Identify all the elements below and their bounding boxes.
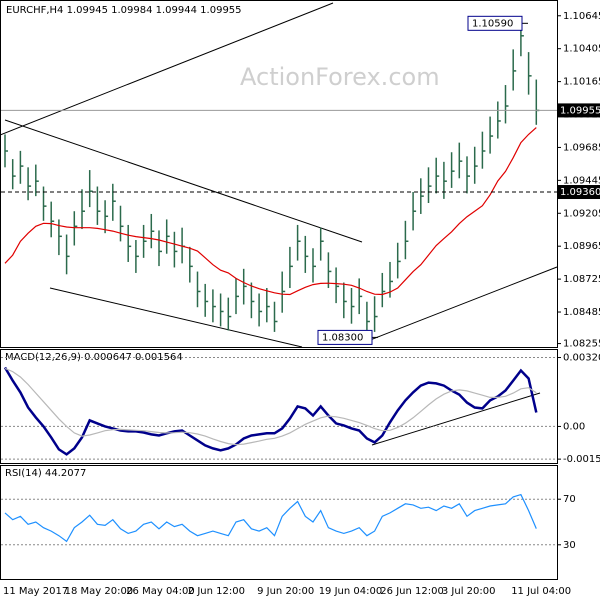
x-tick-label: 26 May 04:00 bbox=[126, 586, 195, 597]
x-tick-label: 3 Jul 20:00 bbox=[442, 586, 496, 597]
low-marker-box bbox=[317, 329, 373, 345]
y-tick-label: 1.09445 bbox=[563, 175, 600, 186]
high-marker-label: 1.10590 bbox=[472, 18, 513, 29]
trend-line bbox=[364, 266, 558, 343]
y-tick-label: 0.00 bbox=[563, 421, 585, 432]
y-tick-label: 1.08255 bbox=[563, 339, 600, 350]
price-header: EURCHF,H4 1.09945 1.09984 1.09944 1.0995… bbox=[6, 5, 242, 16]
y-tick-label: 1.09205 bbox=[563, 208, 600, 219]
macd-panel bbox=[0, 349, 558, 464]
x-tick-label: 11 Jul 04:00 bbox=[511, 586, 571, 597]
level-label: 1.09360 bbox=[560, 187, 600, 198]
watermark: ActionForex.com bbox=[240, 63, 440, 91]
x-tick-label: 18 May 20:00 bbox=[65, 586, 134, 597]
y-tick-label: 0.003204 bbox=[563, 353, 600, 364]
y-tick-label: 30 bbox=[563, 540, 576, 551]
y-tick-label: 1.10165 bbox=[563, 77, 600, 88]
low-marker-label: 1.08300 bbox=[322, 332, 363, 343]
y-tick-label: 1.10405 bbox=[563, 44, 600, 55]
series-line bbox=[3, 366, 538, 456]
x-tick-label: 19 Jun 04:00 bbox=[319, 586, 383, 597]
series-line bbox=[4, 127, 537, 296]
trend-line bbox=[0, 2, 334, 136]
y-tick-label: 1.10645 bbox=[563, 11, 600, 22]
rsi-panel bbox=[0, 465, 558, 580]
rsi-header: RSI(14) 44.2077 bbox=[5, 468, 86, 479]
y-tick-label: 1.08725 bbox=[563, 274, 600, 285]
last-price-label: 1.09955 bbox=[560, 105, 600, 116]
series-line bbox=[4, 493, 537, 543]
last-price-box bbox=[558, 103, 600, 118]
y-tick-label: -0.00152 bbox=[563, 454, 600, 465]
macd-trend-line bbox=[371, 392, 541, 446]
y-tick-label: 1.08485 bbox=[563, 307, 600, 318]
x-tick-label: 2 Jun 12:00 bbox=[188, 586, 245, 597]
trend-line bbox=[4, 119, 363, 243]
price-panel bbox=[0, 0, 558, 348]
series-line bbox=[4, 367, 537, 446]
x-tick-label: 26 Jun 12:00 bbox=[380, 586, 444, 597]
x-tick-label: 9 Jun 20:00 bbox=[257, 586, 314, 597]
level-box bbox=[558, 185, 600, 200]
y-tick-label: 1.09685 bbox=[563, 142, 600, 153]
y-tick-label: 70 bbox=[563, 494, 576, 505]
trend-line bbox=[49, 287, 303, 348]
high-marker-box bbox=[467, 15, 523, 31]
y-tick-label: 1.08965 bbox=[563, 241, 600, 252]
x-tick-label: 11 May 2017 bbox=[3, 586, 68, 597]
